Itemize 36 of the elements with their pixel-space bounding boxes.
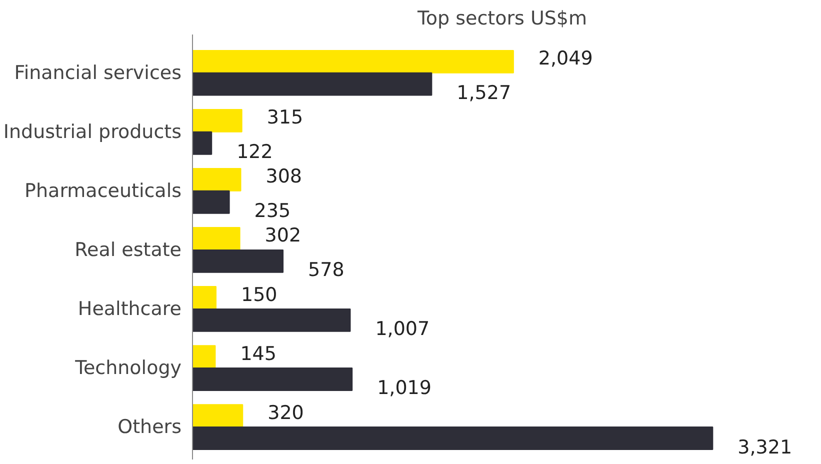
data-label: 3,321 <box>738 436 792 458</box>
data-label: 122 <box>236 141 273 164</box>
y-tick-label: Financial services <box>14 62 182 84</box>
y-tick-label: Healthcare <box>78 298 182 320</box>
data-label: 1,527 <box>456 82 512 104</box>
bar <box>192 426 714 450</box>
bar <box>192 249 284 273</box>
bar <box>192 308 351 332</box>
bar <box>192 286 216 310</box>
data-label: 235 <box>254 200 291 222</box>
data-label: 145 <box>240 342 276 365</box>
bar <box>192 404 244 428</box>
data-label: 1,019 <box>377 377 432 400</box>
y-tick-label: Pharmaceuticals <box>24 180 182 202</box>
data-label: 578 <box>308 259 344 282</box>
bar <box>192 108 242 132</box>
y-tick-label: Real estate <box>74 238 182 261</box>
bar <box>192 72 432 96</box>
bar <box>192 131 212 155</box>
data-label: 308 <box>266 166 302 188</box>
y-tick-label: Technology <box>74 357 182 380</box>
y-tick-label: Others <box>118 416 182 438</box>
chart-title: Top sectors US$m <box>416 8 588 30</box>
bar <box>192 168 242 192</box>
bar <box>192 345 216 369</box>
data-label: 150 <box>240 284 278 306</box>
data-label: 1,007 <box>375 318 430 340</box>
data-label: 315 <box>266 106 304 129</box>
data-label: 2,049 <box>538 48 593 70</box>
data-label: 320 <box>268 402 304 424</box>
bar <box>192 190 230 214</box>
y-tick-label: Industrial products <box>3 120 182 143</box>
bar <box>192 368 353 391</box>
data-label: 302 <box>264 224 302 247</box>
bar <box>192 227 240 250</box>
bar <box>192 50 514 74</box>
